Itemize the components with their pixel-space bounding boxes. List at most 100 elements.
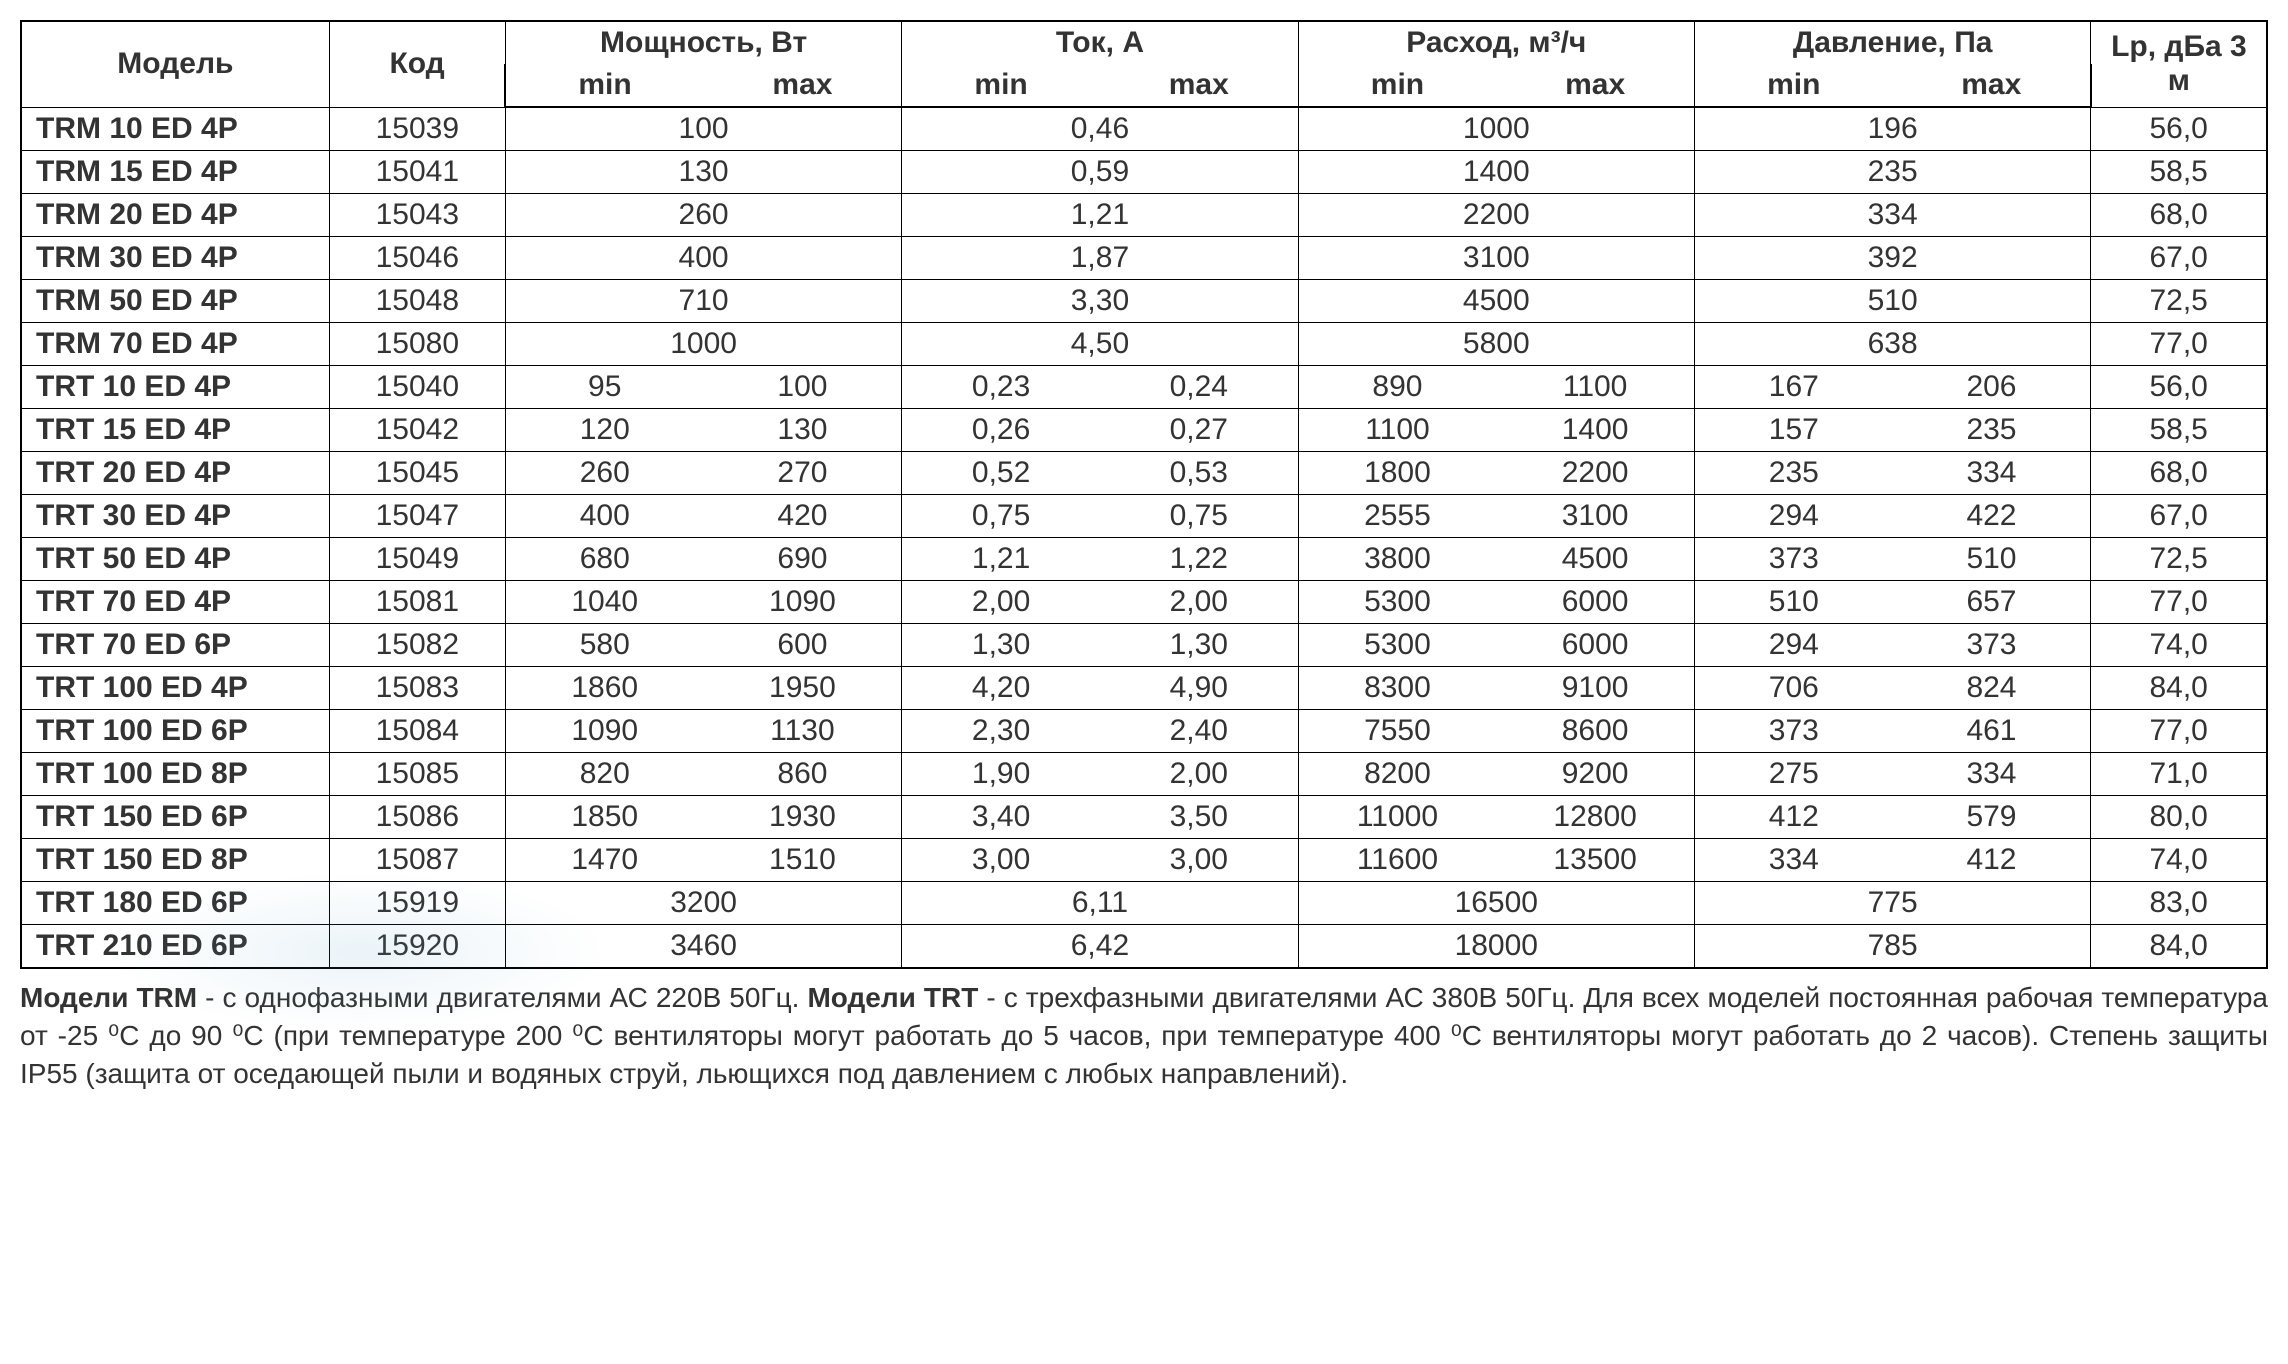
cell-power-min: 1040 [505, 581, 703, 624]
cell-pressure-max: 579 [1893, 796, 2091, 839]
cell-pressure-max: 373 [1893, 624, 2091, 667]
cell-flow-min: 8200 [1298, 753, 1496, 796]
cell-power-min: 1090 [505, 710, 703, 753]
cell-pressure-min: 235 [1694, 452, 1892, 495]
header-pressure-max: max [1893, 64, 2091, 107]
cell-current-max: 0,27 [1100, 409, 1298, 452]
footnote: Модели TRM - с однофазными двигателями А… [20, 979, 2268, 1092]
cell-model: TRT 100 ED 8P [21, 753, 329, 796]
cell-power-min: 1860 [505, 667, 703, 710]
cell-model: TRT 50 ED 4P [21, 538, 329, 581]
cell-code: 15039 [329, 107, 505, 151]
cell-power-max: 860 [704, 753, 902, 796]
cell-lp: 74,0 [2091, 624, 2267, 667]
cell-flow: 4500 [1298, 280, 1694, 323]
cell-code: 15082 [329, 624, 505, 667]
cell-power-max: 130 [704, 409, 902, 452]
cell-flow-min: 7550 [1298, 710, 1496, 753]
cell-current-min: 0,75 [902, 495, 1100, 538]
cell-pressure-max: 657 [1893, 581, 2091, 624]
cell-current-min: 0,23 [902, 366, 1100, 409]
cell-pressure-min: 275 [1694, 753, 1892, 796]
cell-pressure: 510 [1694, 280, 2090, 323]
cell-model: TRT 30 ED 4P [21, 495, 329, 538]
table-row: TRT 180 ED 6P1591932006,111650077583,0 [21, 882, 2267, 925]
cell-current-max: 4,90 [1100, 667, 1298, 710]
cell-power: 260 [505, 194, 901, 237]
cell-power-max: 1130 [704, 710, 902, 753]
cell-current-max: 1,22 [1100, 538, 1298, 581]
table-row: TRM 50 ED 4P150487103,30450051072,5 [21, 280, 2267, 323]
cell-power: 130 [505, 151, 901, 194]
cell-pressure-min: 167 [1694, 366, 1892, 409]
cell-code: 15087 [329, 839, 505, 882]
cell-flow-min: 5300 [1298, 624, 1496, 667]
header-lp: Lp, дБа 3 м [2091, 21, 2267, 107]
cell-code: 15083 [329, 667, 505, 710]
cell-flow-min: 8300 [1298, 667, 1496, 710]
table-row: TRT 70 ED 6P150825806001,301,30530060002… [21, 624, 2267, 667]
cell-lp: 77,0 [2091, 710, 2267, 753]
header-flow-max: max [1496, 64, 1694, 107]
cell-flow: 16500 [1298, 882, 1694, 925]
table-row: TRT 20 ED 4P150452602700,520,53180022002… [21, 452, 2267, 495]
header-current-max: max [1100, 64, 1298, 107]
cell-current-max: 2,00 [1100, 753, 1298, 796]
cell-flow-max: 4500 [1496, 538, 1694, 581]
cell-pressure: 334 [1694, 194, 2090, 237]
cell-power-max: 690 [704, 538, 902, 581]
cell-model: TRT 70 ED 4P [21, 581, 329, 624]
cell-power-max: 270 [704, 452, 902, 495]
cell-current: 4,50 [902, 323, 1298, 366]
cell-current: 0,59 [902, 151, 1298, 194]
header-pressure: Давление, Па [1694, 21, 2090, 64]
table-row: TRT 100 ED 6P15084109011302,302,40755086… [21, 710, 2267, 753]
cell-current-min: 3,00 [902, 839, 1100, 882]
cell-lp: 80,0 [2091, 796, 2267, 839]
cell-power: 1000 [505, 323, 901, 366]
cell-flow-min: 1100 [1298, 409, 1496, 452]
cell-power-max: 420 [704, 495, 902, 538]
cell-pressure-max: 334 [1893, 753, 2091, 796]
cell-flow: 18000 [1298, 925, 1694, 969]
cell-current-max: 1,30 [1100, 624, 1298, 667]
header-power: Мощность, Вт [505, 21, 901, 64]
cell-power-min: 260 [505, 452, 703, 495]
cell-power: 3460 [505, 925, 901, 969]
cell-power-min: 1850 [505, 796, 703, 839]
cell-flow-min: 1800 [1298, 452, 1496, 495]
table-row: TRM 20 ED 4P150432601,21220033468,0 [21, 194, 2267, 237]
footnote-b2: Модели TRT [807, 982, 978, 1013]
cell-lp: 72,5 [2091, 280, 2267, 323]
cell-pressure-max: 206 [1893, 366, 2091, 409]
cell-current: 1,87 [902, 237, 1298, 280]
cell-current-min: 1,21 [902, 538, 1100, 581]
table-row: TRT 100 ED 4P15083186019504,204,90830091… [21, 667, 2267, 710]
cell-model: TRT 20 ED 4P [21, 452, 329, 495]
cell-flow-min: 2555 [1298, 495, 1496, 538]
cell-power: 100 [505, 107, 901, 151]
cell-lp: 77,0 [2091, 323, 2267, 366]
cell-model: TRM 70 ED 4P [21, 323, 329, 366]
cell-power-max: 1510 [704, 839, 902, 882]
cell-pressure: 785 [1694, 925, 2090, 969]
table-row: TRT 15 ED 4P150421201300,260,27110014001… [21, 409, 2267, 452]
cell-flow-max: 12800 [1496, 796, 1694, 839]
spec-table: Модель Код Мощность, Вт Ток, А Расход, м… [20, 20, 2268, 969]
cell-current-max: 0,53 [1100, 452, 1298, 495]
header-current: Ток, А [902, 21, 1298, 64]
cell-model: TRM 15 ED 4P [21, 151, 329, 194]
cell-code: 15920 [329, 925, 505, 969]
table-row: TRM 70 ED 4P1508010004,50580063877,0 [21, 323, 2267, 366]
cell-flow: 1400 [1298, 151, 1694, 194]
cell-code: 15084 [329, 710, 505, 753]
cell-pressure-min: 157 [1694, 409, 1892, 452]
table-row: TRT 210 ED 6P1592034606,421800078584,0 [21, 925, 2267, 969]
cell-model: TRM 30 ED 4P [21, 237, 329, 280]
cell-lp: 68,0 [2091, 452, 2267, 495]
cell-pressure: 196 [1694, 107, 2090, 151]
cell-flow-max: 2200 [1496, 452, 1694, 495]
cell-pressure-max: 824 [1893, 667, 2091, 710]
cell-lp: 72,5 [2091, 538, 2267, 581]
cell-pressure-max: 422 [1893, 495, 2091, 538]
